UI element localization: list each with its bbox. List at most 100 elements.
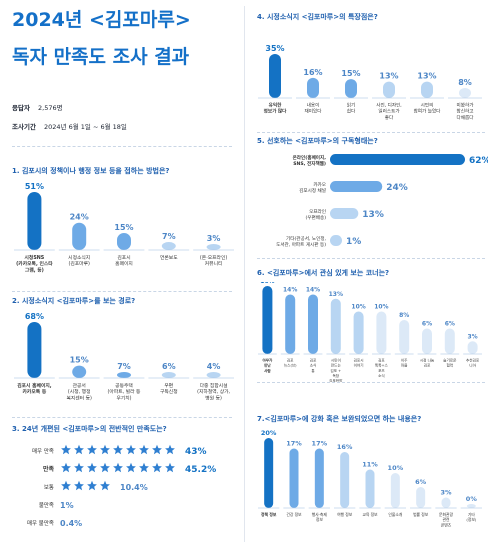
category-label-q6-8: 슬기로운 협력 (443, 358, 457, 368)
star-icon-q3-2-3 (100, 480, 110, 491)
star-icon-q3-0-4 (113, 444, 123, 455)
star-icon-q3-2-0 (61, 480, 71, 491)
category-label-q2-3: 우편 구독신청 (160, 382, 178, 395)
category-label-q4-0: 유익한 정보가 많다 (264, 102, 288, 115)
respondents-label: 응답자 (12, 104, 30, 112)
star-icon-q3-1-5 (126, 462, 136, 473)
q6-title: 6. <김포마루>에서 관심 있게 보는 코너는? (257, 269, 390, 277)
value-label-q2-4: 4% (207, 362, 221, 371)
value-label-q2-2: 7% (117, 362, 131, 371)
q3-title: 3. 24년 개편된 <김포마루>의 전반적인 만족도는? (12, 425, 167, 433)
category-label-q7-0: 정책 정보 (261, 512, 277, 517)
category-label-q4-2: 읽기 쉽다 (347, 102, 356, 115)
bar-q5-0 (330, 154, 465, 165)
q4-title: 4. 시정소식지 <김포마루>의 특장점은? (257, 13, 378, 21)
bar-q6-6 (399, 320, 410, 354)
q7-title: 7.<김포마루>에 강화 혹은 보완되었으면 하는 내용은? (257, 415, 422, 423)
bar-q2-2 (117, 372, 131, 378)
category-label-q1-3: 언론보도 (160, 254, 178, 261)
period-value: 2024년 6월 1일 ~ 6월 18일 (44, 123, 127, 131)
value-label-q1-3: 7% (162, 232, 176, 241)
q6-divider (257, 382, 485, 383)
q5-divider (257, 258, 485, 259)
star-icon-q3-1-8 (165, 462, 175, 473)
star-icon-q3-1-7 (152, 462, 162, 473)
category-label-q6-9: 추천김포 니아 (466, 358, 480, 368)
category-label-q7-3: 여행 정보 (337, 512, 353, 517)
column-divider (244, 6, 245, 542)
value-label-q6-7: 6% (422, 321, 432, 328)
value-label-q4-2: 15% (341, 69, 360, 78)
star-icon-q3-1-3 (100, 462, 110, 473)
bar-q2-0 (27, 322, 42, 378)
category-label-q3-2: 보통 (44, 484, 54, 491)
bar-q2-3 (161, 372, 176, 378)
value-label-q3-1: 45.2% (185, 465, 216, 475)
value-label-q4-1: 16% (303, 68, 322, 77)
bar-q4-0 (269, 54, 281, 98)
star-icon-q3-0-0 (61, 444, 71, 455)
category-label-q1-2: 김포시 홈페이지 (115, 254, 133, 267)
bar-q4-5 (459, 87, 471, 98)
bar-q7-1 (289, 448, 299, 508)
category-label-q1-1: 시정소식지 (김포마루) (68, 254, 90, 267)
category-label-q3-4: 매우 불만족 (27, 519, 54, 527)
q2-chart: 68% 김포시 홈페이지, 카카오톡 등 15% 관공서 (시청, 행정 복지센터 등) 7%… (14, 312, 234, 402)
category-label-q6-2: 김포 소식 통 (310, 358, 317, 373)
value-label-q1-0: 51% (25, 182, 44, 191)
period-row: 조사기간 2024년 6월 1일 ~ 6월 18일 (12, 121, 127, 131)
value-label-q7-6: 6% (415, 478, 427, 486)
q3-chart: 매우 만족 43% 만족 45.2% 보통 10.4% 불만족 1% 매우 불만족 0.4% (27, 444, 216, 528)
star-icon-q3-0-3 (100, 444, 110, 455)
bar-q7-3 (340, 452, 350, 508)
category-label-q6-6: 이주 마을 (401, 358, 408, 368)
bar-q5-3 (330, 235, 342, 246)
value-label-q6-1: 14% (283, 287, 297, 294)
bar-q5-2 (330, 208, 359, 219)
bar-q7-2 (314, 448, 324, 508)
value-label-q1-2: 15% (114, 223, 133, 232)
category-label-q2-2: 공동주택 (아파트, 빌라 등 우기치) (108, 382, 142, 402)
q1-title: 1. 김포시의 정책이나 행정 정보 등을 접하는 방법은? (12, 167, 170, 175)
bar-q6-9 (467, 341, 478, 354)
category-label-q6-1: 김포 뉴스(브) (284, 358, 297, 368)
q4-chart: 35% 유익한 정보가 많다 16% 내용이 재미있다 15% 읽기 쉽다 13% 사진, 디자인,… (258, 44, 482, 121)
value-label-q3-3: 1% (60, 501, 74, 510)
value-label-q6-9: 3% (468, 333, 478, 340)
bar-q7-7 (441, 497, 451, 508)
value-label-q4-4: 13% (417, 72, 436, 81)
value-label-q6-5: 10% (374, 304, 388, 311)
category-label-q7-8: 기타 (정보) (466, 512, 476, 522)
value-label-q6-4: 10% (351, 304, 365, 311)
star-icon-q3-2-1 (74, 480, 84, 491)
q4-divider (257, 132, 485, 133)
star-icon-q3-0-1 (74, 444, 84, 455)
star-icon-q3-2-2 (87, 480, 97, 491)
bar-q6-7 (422, 328, 432, 354)
value-label-q4-3: 13% (379, 72, 398, 81)
category-label-q5-0: 온라인(홈페이지, SNS, 전자책웹) (293, 154, 327, 167)
bar-q7-6 (416, 487, 426, 508)
star-icon-q3-1-0 (61, 462, 71, 473)
bar-q5-1 (330, 181, 383, 192)
bar-q6-0 (262, 286, 273, 354)
respondents-value: 2,576명 (38, 104, 63, 112)
value-label-q7-2: 17% (312, 440, 328, 448)
star-icon-q3-1-2 (87, 462, 97, 473)
q1-chart: 51% 시청SNS (카카오톡, 인스타 그램, 등) 24% 시정소식지 (김포마루) 15… (14, 182, 234, 273)
bar-q2-4 (206, 372, 221, 378)
q2-title: 2. 시정소식지 <김포마루>를 보는 경로? (12, 297, 136, 305)
bar-q7-8 (466, 504, 476, 508)
category-label-q3-0: 매우 만족 (32, 447, 54, 455)
category-label-q4-4: 시민의 참여가 늘었다 (414, 102, 442, 115)
value-label-q7-7: 3% (440, 489, 452, 497)
value-label-q6-0: 16% (260, 282, 274, 285)
bar-q7-0 (264, 438, 274, 508)
bar-q1-4 (206, 244, 221, 250)
category-label-q2-1: 관공서 (시청, 행정 복지센터 등) (66, 382, 92, 402)
bar-q1-3 (161, 242, 176, 250)
category-label-q5-2: 오프라인 (우편배송) (306, 208, 327, 221)
bar-q4-4 (421, 81, 433, 98)
